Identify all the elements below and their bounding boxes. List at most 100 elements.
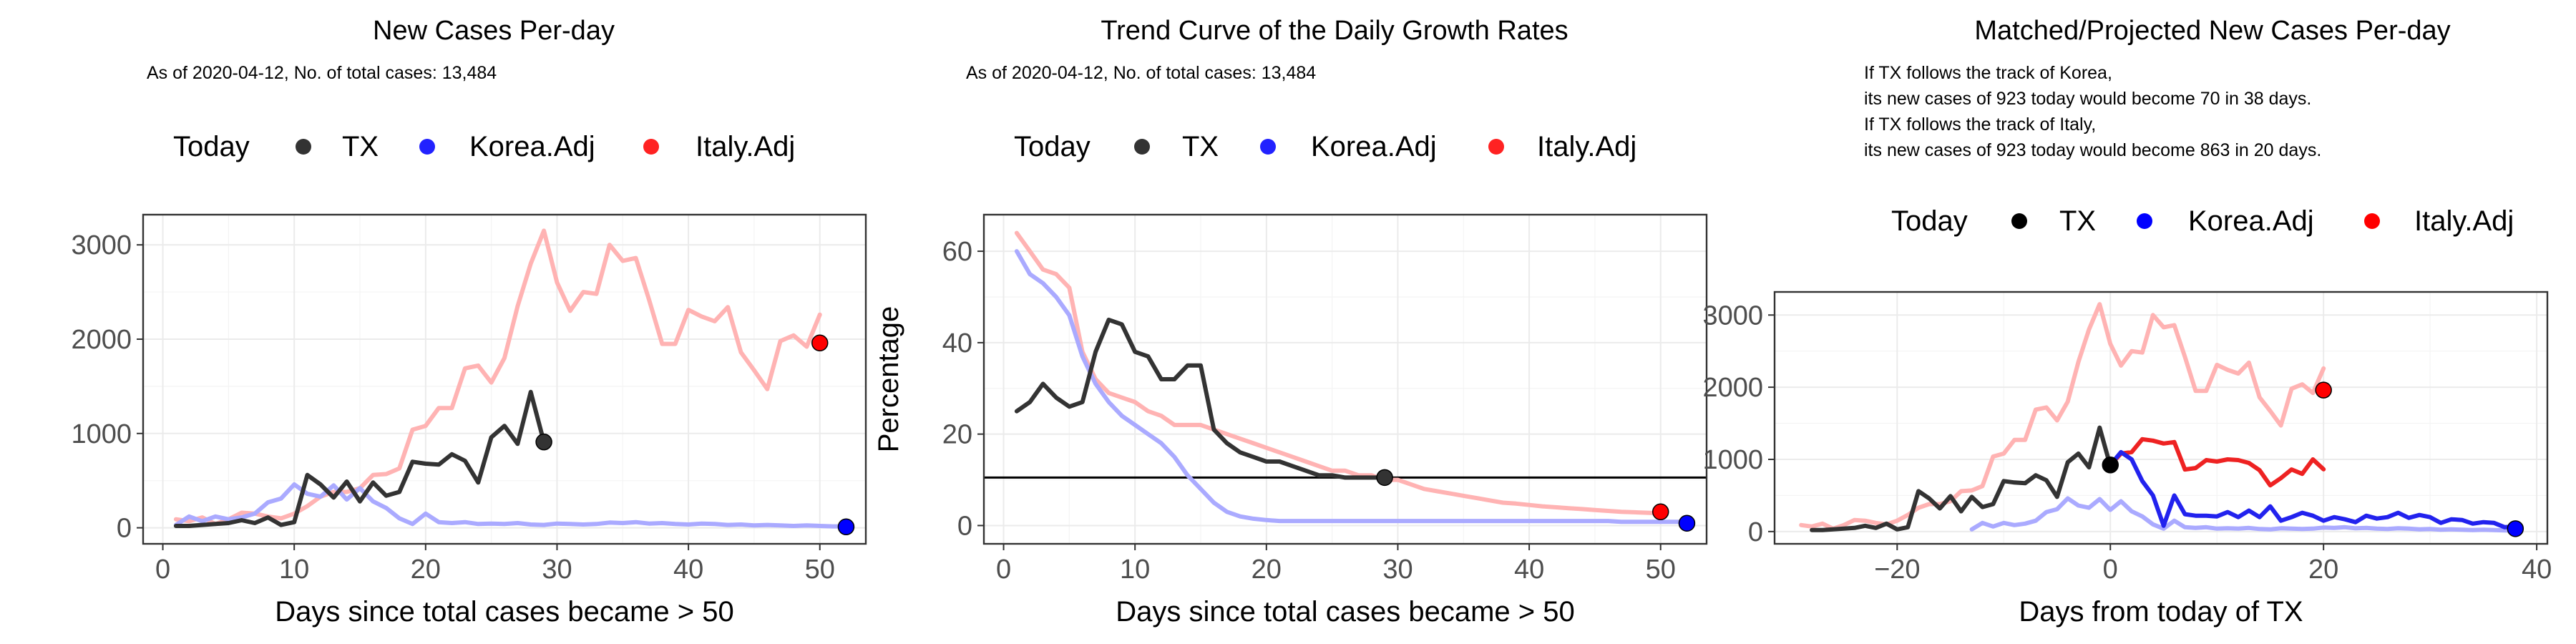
today-point-tx xyxy=(2102,457,2119,474)
x-tick-label: 50 xyxy=(805,555,835,585)
series-lines xyxy=(173,228,849,529)
legend: Today TX Korea.Adj Italy.Adj xyxy=(1014,131,1636,162)
y-tick-label: 3000 xyxy=(1702,301,1763,331)
chart-title: New Cases Per-day xyxy=(373,16,615,46)
x-axis-label: Days from today of TX xyxy=(2019,596,2303,628)
series-line-tx xyxy=(1810,425,2113,532)
today-points xyxy=(1376,469,1696,532)
legend-label-korea: Korea.Adj xyxy=(1311,131,1437,162)
chart-title: Matched/Projected New Cases Per-day xyxy=(1974,16,2450,46)
legend-label-italy: Italy.Adj xyxy=(696,131,795,162)
y-tick-label: 2000 xyxy=(71,325,132,355)
y-tick-label: 1000 xyxy=(1702,445,1763,475)
series-line-korea-adj-matched xyxy=(1969,496,2518,533)
annotation-line: If TX follows the track of Italy, xyxy=(1864,114,2096,135)
annotation: If TX follows the track of Korea, its ne… xyxy=(1864,63,2321,160)
legend-title: Today xyxy=(1014,131,1091,162)
today-point-korea-adj xyxy=(2507,520,2524,537)
x-tick-label: 20 xyxy=(2308,555,2338,585)
today-point-italy-adj xyxy=(2315,381,2332,399)
chart-subtitle: As of 2020-04-12, No. of total cases: 13… xyxy=(147,63,497,83)
y-tick-label: 0 xyxy=(1748,517,1763,547)
panel-new-cases: New Cases Per-day As of 2020-04-12, No. … xyxy=(71,16,867,628)
axis-ticks: 0 10 20 30 40 50 0 20 40 60 xyxy=(942,237,1676,585)
legend-key-italy xyxy=(643,139,659,155)
annotation-line: its new cases of 923 today would become … xyxy=(1864,140,2321,160)
today-points xyxy=(535,334,855,536)
today-point-tx xyxy=(535,433,552,451)
legend-key-korea xyxy=(1260,139,1276,155)
y-tick-label: 1000 xyxy=(71,419,132,449)
legend-title: Today xyxy=(1891,205,1968,237)
series-line-korea-adj xyxy=(1014,249,1689,525)
today-point-tx xyxy=(1376,469,1393,487)
legend-label-korea: Korea.Adj xyxy=(2188,205,2314,237)
legend-label-korea: Korea.Adj xyxy=(469,131,595,162)
x-tick-label: 10 xyxy=(1120,555,1150,585)
x-tick-label: 0 xyxy=(2103,555,2118,585)
legend-key-italy xyxy=(2364,213,2380,229)
today-point-korea-adj xyxy=(1678,514,1696,532)
y-tick-label: 0 xyxy=(957,511,972,541)
legend-label-italy: Italy.Adj xyxy=(1537,131,1636,162)
chart-title: Trend Curve of the Daily Growth Rates xyxy=(1101,16,1568,46)
annotation-line: If TX follows the track of Korea, xyxy=(1864,63,2112,83)
x-tick-label: −20 xyxy=(1874,555,1920,585)
series-line-italy-adj xyxy=(1014,230,1663,516)
legend-key-korea xyxy=(419,139,435,155)
x-tick-label: 40 xyxy=(2522,555,2552,585)
legend-label-tx: TX xyxy=(2059,205,2096,237)
y-tick-label: 20 xyxy=(942,420,972,450)
x-tick-label: 30 xyxy=(1382,555,1413,585)
y-axis-label: Percentage xyxy=(873,306,904,453)
legend-title: Today xyxy=(173,131,250,162)
x-tick-label: 20 xyxy=(1252,555,1282,585)
plot-frame xyxy=(982,213,1708,545)
plot-frame xyxy=(1773,291,2549,545)
x-axis-label: Days since total cases became > 50 xyxy=(275,596,733,628)
x-tick-label: 30 xyxy=(542,555,572,585)
y-tick-label: 0 xyxy=(117,514,132,544)
x-tick-label: 40 xyxy=(1514,555,1544,585)
legend-label-tx: TX xyxy=(1182,131,1219,162)
y-tick-label: 40 xyxy=(942,328,972,358)
legend-key-tx xyxy=(1134,139,1150,155)
series-line-korea-adj xyxy=(173,482,849,529)
axis-ticks: 0 10 20 30 40 50 0 1000 2000 3000 xyxy=(71,230,834,585)
plot-frame xyxy=(142,213,867,545)
y-tick-label: 60 xyxy=(942,237,972,267)
legend-label-italy: Italy.Adj xyxy=(2414,205,2514,237)
today-point-korea-adj xyxy=(837,518,855,536)
legend-label-tx: TX xyxy=(342,131,379,162)
legend-key-italy xyxy=(1488,139,1504,155)
axis-ticks: −20 0 20 40 0 1000 2000 3000 xyxy=(1702,301,2552,585)
legend-key-tx xyxy=(296,139,311,155)
x-tick-label: 20 xyxy=(411,555,441,585)
series-line-korea-adj-projected xyxy=(2108,449,2518,530)
gridlines xyxy=(1775,292,2547,544)
chart-subtitle: As of 2020-04-12, No. of total cases: 13… xyxy=(966,63,1316,83)
series-line-tx xyxy=(1014,317,1387,480)
y-tick-label: 2000 xyxy=(1702,373,1763,403)
today-point-italy-adj xyxy=(1652,503,1669,521)
x-tick-label: 50 xyxy=(1646,555,1676,585)
today-points xyxy=(2102,381,2524,537)
series-lines xyxy=(1799,302,2518,533)
x-tick-label: 10 xyxy=(279,555,309,585)
legend: Today TX Korea.Adj Italy.Adj xyxy=(1891,205,2514,237)
series-line-italy-adj-projected xyxy=(2108,436,2326,488)
series-line-italy-adj xyxy=(173,228,822,527)
legend-key-korea xyxy=(2137,213,2152,229)
today-point-italy-adj xyxy=(811,334,829,352)
panel-growth-rates: Trend Curve of the Daily Growth Rates As… xyxy=(873,16,1708,628)
legend-key-tx xyxy=(2011,213,2027,229)
x-tick-label: 0 xyxy=(996,555,1011,585)
x-tick-label: 0 xyxy=(155,555,170,585)
panel-projected: Matched/Projected New Cases Per-day If T… xyxy=(1702,16,2552,628)
annotation-line: its new cases of 923 today would become … xyxy=(1864,89,2311,109)
series-lines xyxy=(984,230,1707,525)
x-tick-label: 40 xyxy=(673,555,703,585)
gridlines xyxy=(143,215,866,544)
x-axis-label: Days since total cases became > 50 xyxy=(1116,596,1574,628)
series-line-italy-adj-matched xyxy=(1799,302,2326,531)
